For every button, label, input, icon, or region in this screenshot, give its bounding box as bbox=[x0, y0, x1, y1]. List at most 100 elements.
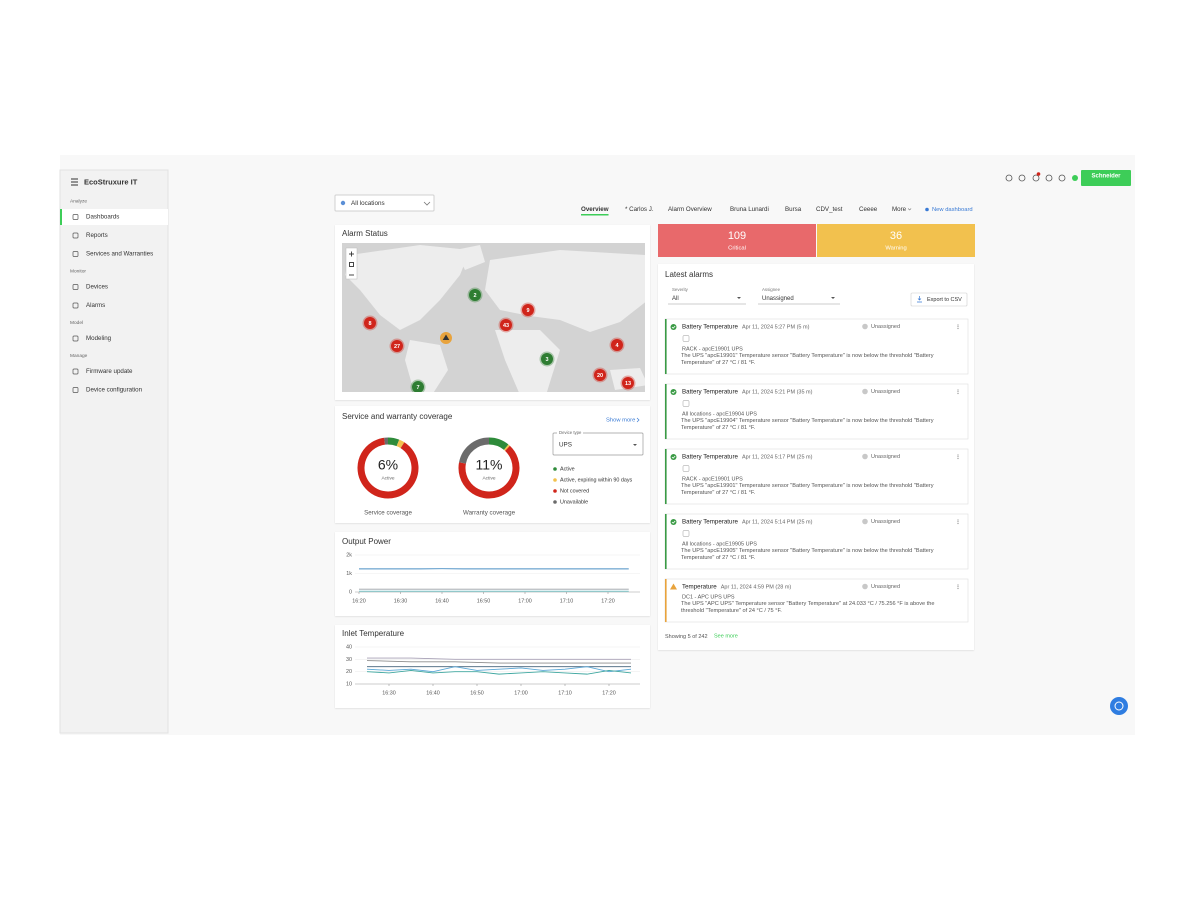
tab[interactable]: * Carlos J. bbox=[625, 206, 654, 213]
alarm-name: Battery Temperature bbox=[682, 389, 739, 396]
x-tick-label: 17:20 bbox=[602, 690, 616, 696]
sidebar-section: Analyze bbox=[70, 198, 87, 204]
kebab-dot bbox=[958, 458, 959, 459]
kebab-dot bbox=[958, 391, 959, 392]
kebab-dot bbox=[958, 390, 959, 391]
alarm-item-severity-bar bbox=[665, 579, 667, 622]
alarm-name: Temperature bbox=[682, 584, 717, 591]
assignee-icon bbox=[862, 584, 868, 590]
x-tick-label: 17:00 bbox=[518, 598, 532, 604]
select-label: Device type bbox=[559, 430, 582, 435]
sidebar-item[interactable]: Alarms bbox=[86, 302, 105, 309]
assignee-icon bbox=[862, 324, 868, 330]
sidebar-item[interactable]: Reports bbox=[86, 232, 108, 239]
alarm-message-box: The UPS "apcE19901" Temperature sensor "… bbox=[681, 353, 956, 371]
showing-count: Showing 5 of 242 bbox=[665, 634, 708, 640]
y-tick-label: 1k bbox=[346, 571, 352, 577]
sidebar-item[interactable]: Devices bbox=[86, 284, 108, 291]
card-title: Output Power bbox=[342, 537, 391, 546]
alarm-item-severity-bar bbox=[665, 514, 667, 569]
cluster-count: 3 bbox=[545, 357, 548, 363]
tab[interactable]: More bbox=[892, 206, 907, 213]
y-tick-label: 2k bbox=[346, 552, 352, 558]
x-tick-label: 16:30 bbox=[394, 598, 408, 604]
y-tick-label: 30 bbox=[346, 657, 352, 663]
cluster-count: 9 bbox=[526, 308, 529, 314]
sidebar-item[interactable]: Modeling bbox=[86, 335, 112, 342]
location-filter-text: All locations bbox=[351, 200, 385, 207]
alarm-message: The UPS "apcE19901" Temperature sensor "… bbox=[681, 353, 956, 368]
y-tick-label: 0 bbox=[349, 589, 352, 595]
legend-label: Active bbox=[560, 466, 575, 472]
kebab-dot bbox=[958, 393, 959, 394]
alarm-time: Apr 11, 2024 5:14 PM (25 m) bbox=[742, 519, 813, 525]
kebab-dot bbox=[958, 325, 959, 326]
cluster-count: 2 bbox=[473, 293, 476, 299]
alarm-time: Apr 11, 2024 5:27 PM (5 m) bbox=[742, 324, 810, 330]
sidebar-item[interactable]: Firmware update bbox=[86, 368, 133, 375]
card-title: Inlet Temperature bbox=[342, 629, 405, 638]
alarm-time: Apr 11, 2024 5:21 PM (35 m) bbox=[742, 389, 813, 395]
assignee-icon bbox=[862, 389, 868, 395]
tab[interactable]: Overview bbox=[581, 206, 609, 213]
y-tick-label: 40 bbox=[346, 644, 352, 650]
see-more[interactable]: See more bbox=[714, 633, 738, 639]
export-text: Export to CSV bbox=[927, 297, 962, 303]
tab[interactable]: Alarm Overview bbox=[668, 206, 712, 213]
alarm-count: 36 bbox=[890, 230, 902, 242]
y-tick-label: 20 bbox=[346, 669, 352, 675]
help-button[interactable] bbox=[1110, 697, 1128, 715]
legend-label: Not covered bbox=[560, 488, 589, 494]
tab[interactable]: Bursa bbox=[785, 206, 802, 213]
tab[interactable]: Bruna Lunardi bbox=[730, 206, 769, 213]
alarm-item-severity-bar bbox=[665, 384, 667, 439]
sidebar-item[interactable]: Services and Warranties bbox=[86, 251, 153, 258]
show-more[interactable]: Show more bbox=[606, 418, 635, 424]
severity-icon bbox=[671, 389, 677, 395]
kebab-dot bbox=[958, 523, 959, 524]
select-value: UPS bbox=[559, 442, 572, 449]
x-tick-label: 16:30 bbox=[382, 690, 396, 696]
coverage-status: Active bbox=[482, 475, 495, 481]
alarm-name: Battery Temperature bbox=[682, 519, 739, 526]
alarm-count: 109 bbox=[728, 230, 746, 242]
sidebar-item[interactable]: Device configuration bbox=[86, 387, 143, 394]
alarm-name: Battery Temperature bbox=[682, 454, 739, 461]
alarm-time: Apr 11, 2024 5:17 PM (25 m) bbox=[742, 454, 813, 460]
legend-label: Active, expiring within 90 days bbox=[560, 477, 633, 483]
alarm-item-severity-bar bbox=[665, 449, 667, 504]
sidebar-section: Manage bbox=[70, 353, 88, 359]
coverage-status: Active bbox=[381, 475, 394, 481]
x-tick-label: 17:00 bbox=[514, 690, 528, 696]
kebab-dot bbox=[958, 520, 959, 521]
x-tick-label: 16:40 bbox=[426, 690, 440, 696]
x-tick-label: 17:20 bbox=[601, 598, 615, 604]
new-dashboard[interactable]: New dashboard bbox=[932, 207, 973, 213]
alarm-message-box: The UPS "APC UPS" Temperature sensor "Ba… bbox=[681, 601, 956, 619]
legend-dot bbox=[553, 489, 557, 493]
kebab-dot bbox=[958, 328, 959, 329]
alarm-message: The UPS "apcE19905" Temperature sensor "… bbox=[681, 548, 956, 563]
severity-icon bbox=[671, 519, 677, 525]
filter-value: All bbox=[672, 296, 679, 302]
filter-label: Assignee bbox=[762, 287, 781, 292]
sidebar-item[interactable]: Dashboards bbox=[86, 214, 119, 221]
x-tick-label: 16:50 bbox=[470, 690, 484, 696]
alarm-assignee: Unassigned bbox=[871, 584, 900, 590]
location-icon bbox=[341, 201, 345, 205]
donut-segment bbox=[398, 443, 403, 445]
filter-value: Unassigned bbox=[762, 296, 794, 302]
x-tick-label: 16:20 bbox=[352, 598, 366, 604]
sidebar-section: Model bbox=[70, 320, 83, 326]
alarm-message-box: The UPS "apcE19904" Temperature sensor "… bbox=[681, 418, 956, 436]
kebab-dot bbox=[958, 455, 959, 456]
assignee-icon bbox=[862, 519, 868, 525]
alarm-count-label: Warning bbox=[885, 246, 906, 252]
kebab-dot bbox=[958, 326, 959, 327]
tab[interactable]: CDV_test bbox=[816, 206, 843, 213]
alarm-message: The UPS "apcE19904" Temperature sensor "… bbox=[681, 418, 956, 433]
cluster-count: 13 bbox=[625, 381, 631, 387]
tab[interactable]: Ceeee bbox=[859, 206, 878, 213]
